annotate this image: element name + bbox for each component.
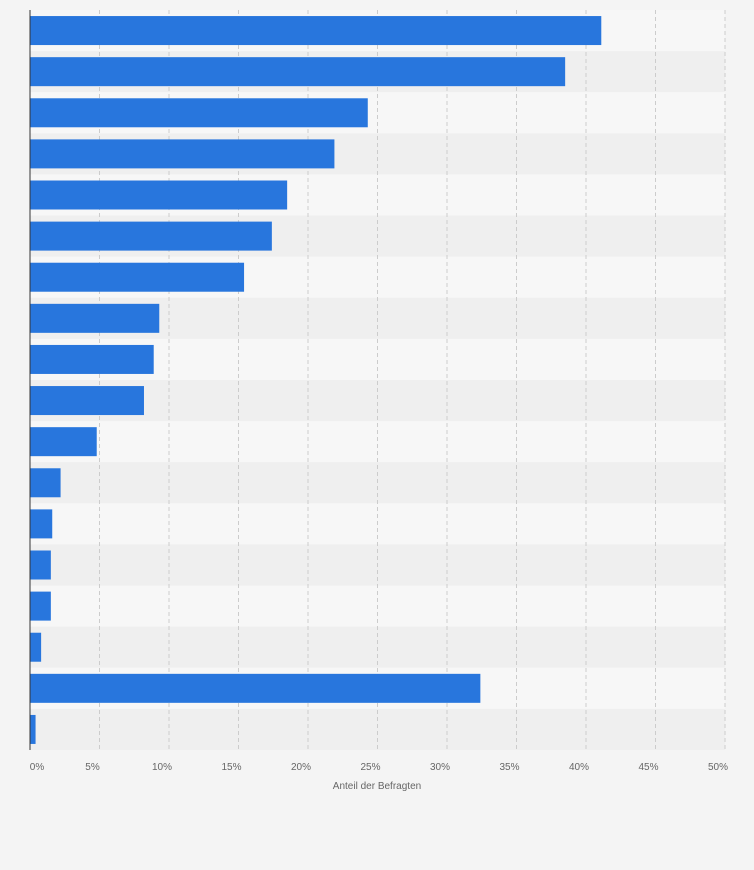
bar — [30, 550, 51, 580]
x-tick-label: 35% — [499, 762, 519, 773]
bar — [30, 386, 144, 416]
x-tick-label: 5% — [85, 762, 100, 773]
row-band — [30, 421, 725, 463]
bar — [30, 591, 51, 621]
bar — [30, 139, 335, 169]
bar — [30, 57, 566, 87]
x-tick-label: 0% — [30, 762, 45, 773]
bar — [30, 221, 272, 251]
bar — [30, 344, 154, 374]
x-tick-label: 25% — [360, 762, 380, 773]
x-axis-ticks: 0% 5% 10% 15% 20% 25% 30% 35% 40% 45% 50% — [30, 762, 728, 773]
bar — [30, 303, 160, 333]
bar — [30, 714, 36, 744]
row-band — [30, 380, 725, 422]
x-tick-label: 40% — [569, 762, 589, 773]
x-tick-label: 50% — [708, 762, 728, 773]
bar — [30, 632, 42, 662]
bar — [30, 468, 61, 498]
bar — [30, 673, 481, 703]
x-tick-label: 45% — [638, 762, 658, 773]
bar — [30, 180, 288, 210]
bar — [30, 262, 245, 292]
x-tick-label: 15% — [221, 762, 241, 773]
x-tick-label: 10% — [152, 762, 172, 773]
bar — [30, 427, 97, 457]
bar — [30, 509, 53, 539]
row-band — [30, 708, 725, 750]
x-tick-label: 30% — [430, 762, 450, 773]
x-axis-title: Anteil der Befragten — [333, 781, 421, 792]
x-tick-label: 20% — [291, 762, 311, 773]
bar — [30, 16, 602, 46]
gridlines — [99, 10, 726, 750]
bars — [30, 16, 602, 744]
bar — [30, 98, 368, 128]
